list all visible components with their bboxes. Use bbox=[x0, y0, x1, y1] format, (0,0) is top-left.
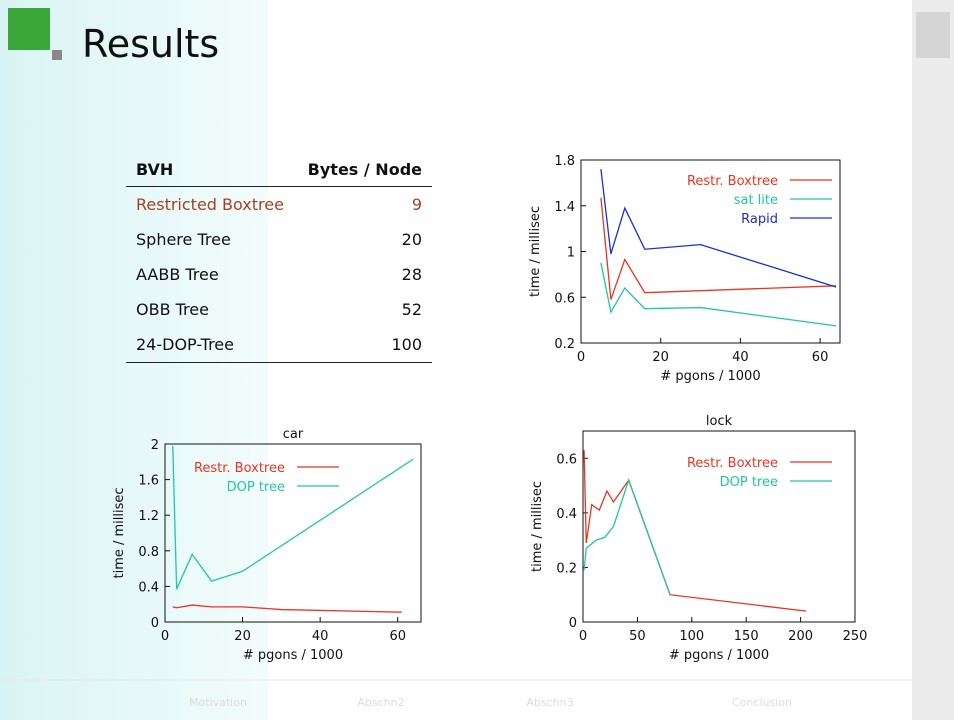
x-tick-label: 150 bbox=[734, 629, 759, 644]
x-tick-label: 60 bbox=[812, 350, 829, 365]
series-line bbox=[173, 605, 402, 612]
y-tick-label: 1.2 bbox=[138, 509, 159, 524]
x-tick-label: 60 bbox=[389, 629, 406, 644]
y-tick-label: 0.4 bbox=[138, 580, 159, 595]
legend-label: DOP tree bbox=[720, 475, 778, 490]
x-tick-label: 200 bbox=[788, 629, 813, 644]
y-axis-label: time / millisec bbox=[530, 481, 545, 572]
x-tick-label: 50 bbox=[629, 629, 646, 644]
x-tick-label: 20 bbox=[234, 629, 251, 644]
x-tick-label: 20 bbox=[652, 350, 669, 365]
legend-label: Rapid bbox=[741, 212, 778, 227]
y-tick-label: 0.2 bbox=[554, 337, 575, 352]
x-tick-label: 0 bbox=[161, 629, 169, 644]
x-tick-label: 40 bbox=[312, 629, 329, 644]
x-tick-label: 0 bbox=[577, 350, 585, 365]
chart: # pgons / 1000 time / millisec 0 20 40 60 0.2 0… bbox=[528, 154, 840, 384]
y-tick-label: 0.2 bbox=[556, 561, 577, 576]
chart-title: lock bbox=[706, 414, 733, 429]
x-axis-label: # pgons / 1000 bbox=[660, 369, 760, 384]
y-axis-label: time / millisec bbox=[112, 487, 127, 578]
legend-label: Restr. Boxtree bbox=[194, 461, 285, 476]
legend-label: Restr. Boxtree bbox=[687, 174, 778, 189]
slide: Results BVH Bytes / Node Restricted Boxt… bbox=[0, 0, 954, 720]
nav-link: Motivation bbox=[189, 696, 247, 709]
chart-title: car bbox=[283, 427, 304, 442]
chart: lock # pgons / 1000 time / millisec 0 50 100 1… bbox=[530, 414, 867, 663]
x-tick-label: 40 bbox=[732, 350, 749, 365]
series-line bbox=[601, 198, 836, 300]
y-tick-label: 1.8 bbox=[554, 154, 575, 169]
footer-nav: Motivation Abschn2 Abschn3 Conclusion bbox=[0, 682, 912, 720]
nav-link: Abschn3 bbox=[526, 696, 573, 709]
y-tick-label: 2 bbox=[151, 438, 159, 453]
x-tick-label: 250 bbox=[843, 629, 868, 644]
x-axis-label: # pgons / 1000 bbox=[243, 648, 343, 663]
series-line bbox=[584, 480, 670, 595]
y-tick-label: 1.4 bbox=[554, 200, 575, 215]
y-tick-label: 0 bbox=[151, 616, 159, 631]
nav-link: Conclusion bbox=[732, 696, 792, 709]
series-line bbox=[601, 263, 836, 326]
legend-label: Restr. Boxtree bbox=[687, 456, 778, 471]
legend-label: sat lite bbox=[734, 193, 778, 208]
y-tick-label: 1 bbox=[567, 246, 575, 261]
charts: # pgons / 1000time / millisec02040600.20… bbox=[0, 0, 954, 720]
y-tick-label: 0 bbox=[569, 616, 577, 631]
y-tick-label: 0.4 bbox=[556, 507, 577, 522]
legend-label: DOP tree bbox=[227, 480, 285, 495]
x-tick-label: 0 bbox=[579, 629, 587, 644]
y-tick-label: 1.6 bbox=[138, 474, 159, 489]
y-tick-label: 0.8 bbox=[138, 545, 159, 560]
nav-link: Abschn2 bbox=[357, 696, 404, 709]
x-axis-label: # pgons / 1000 bbox=[669, 648, 769, 663]
y-tick-label: 0.6 bbox=[556, 452, 577, 467]
y-axis-label: time / millisec bbox=[528, 206, 543, 297]
y-tick-label: 0.6 bbox=[554, 291, 575, 306]
x-tick-label: 100 bbox=[679, 629, 704, 644]
